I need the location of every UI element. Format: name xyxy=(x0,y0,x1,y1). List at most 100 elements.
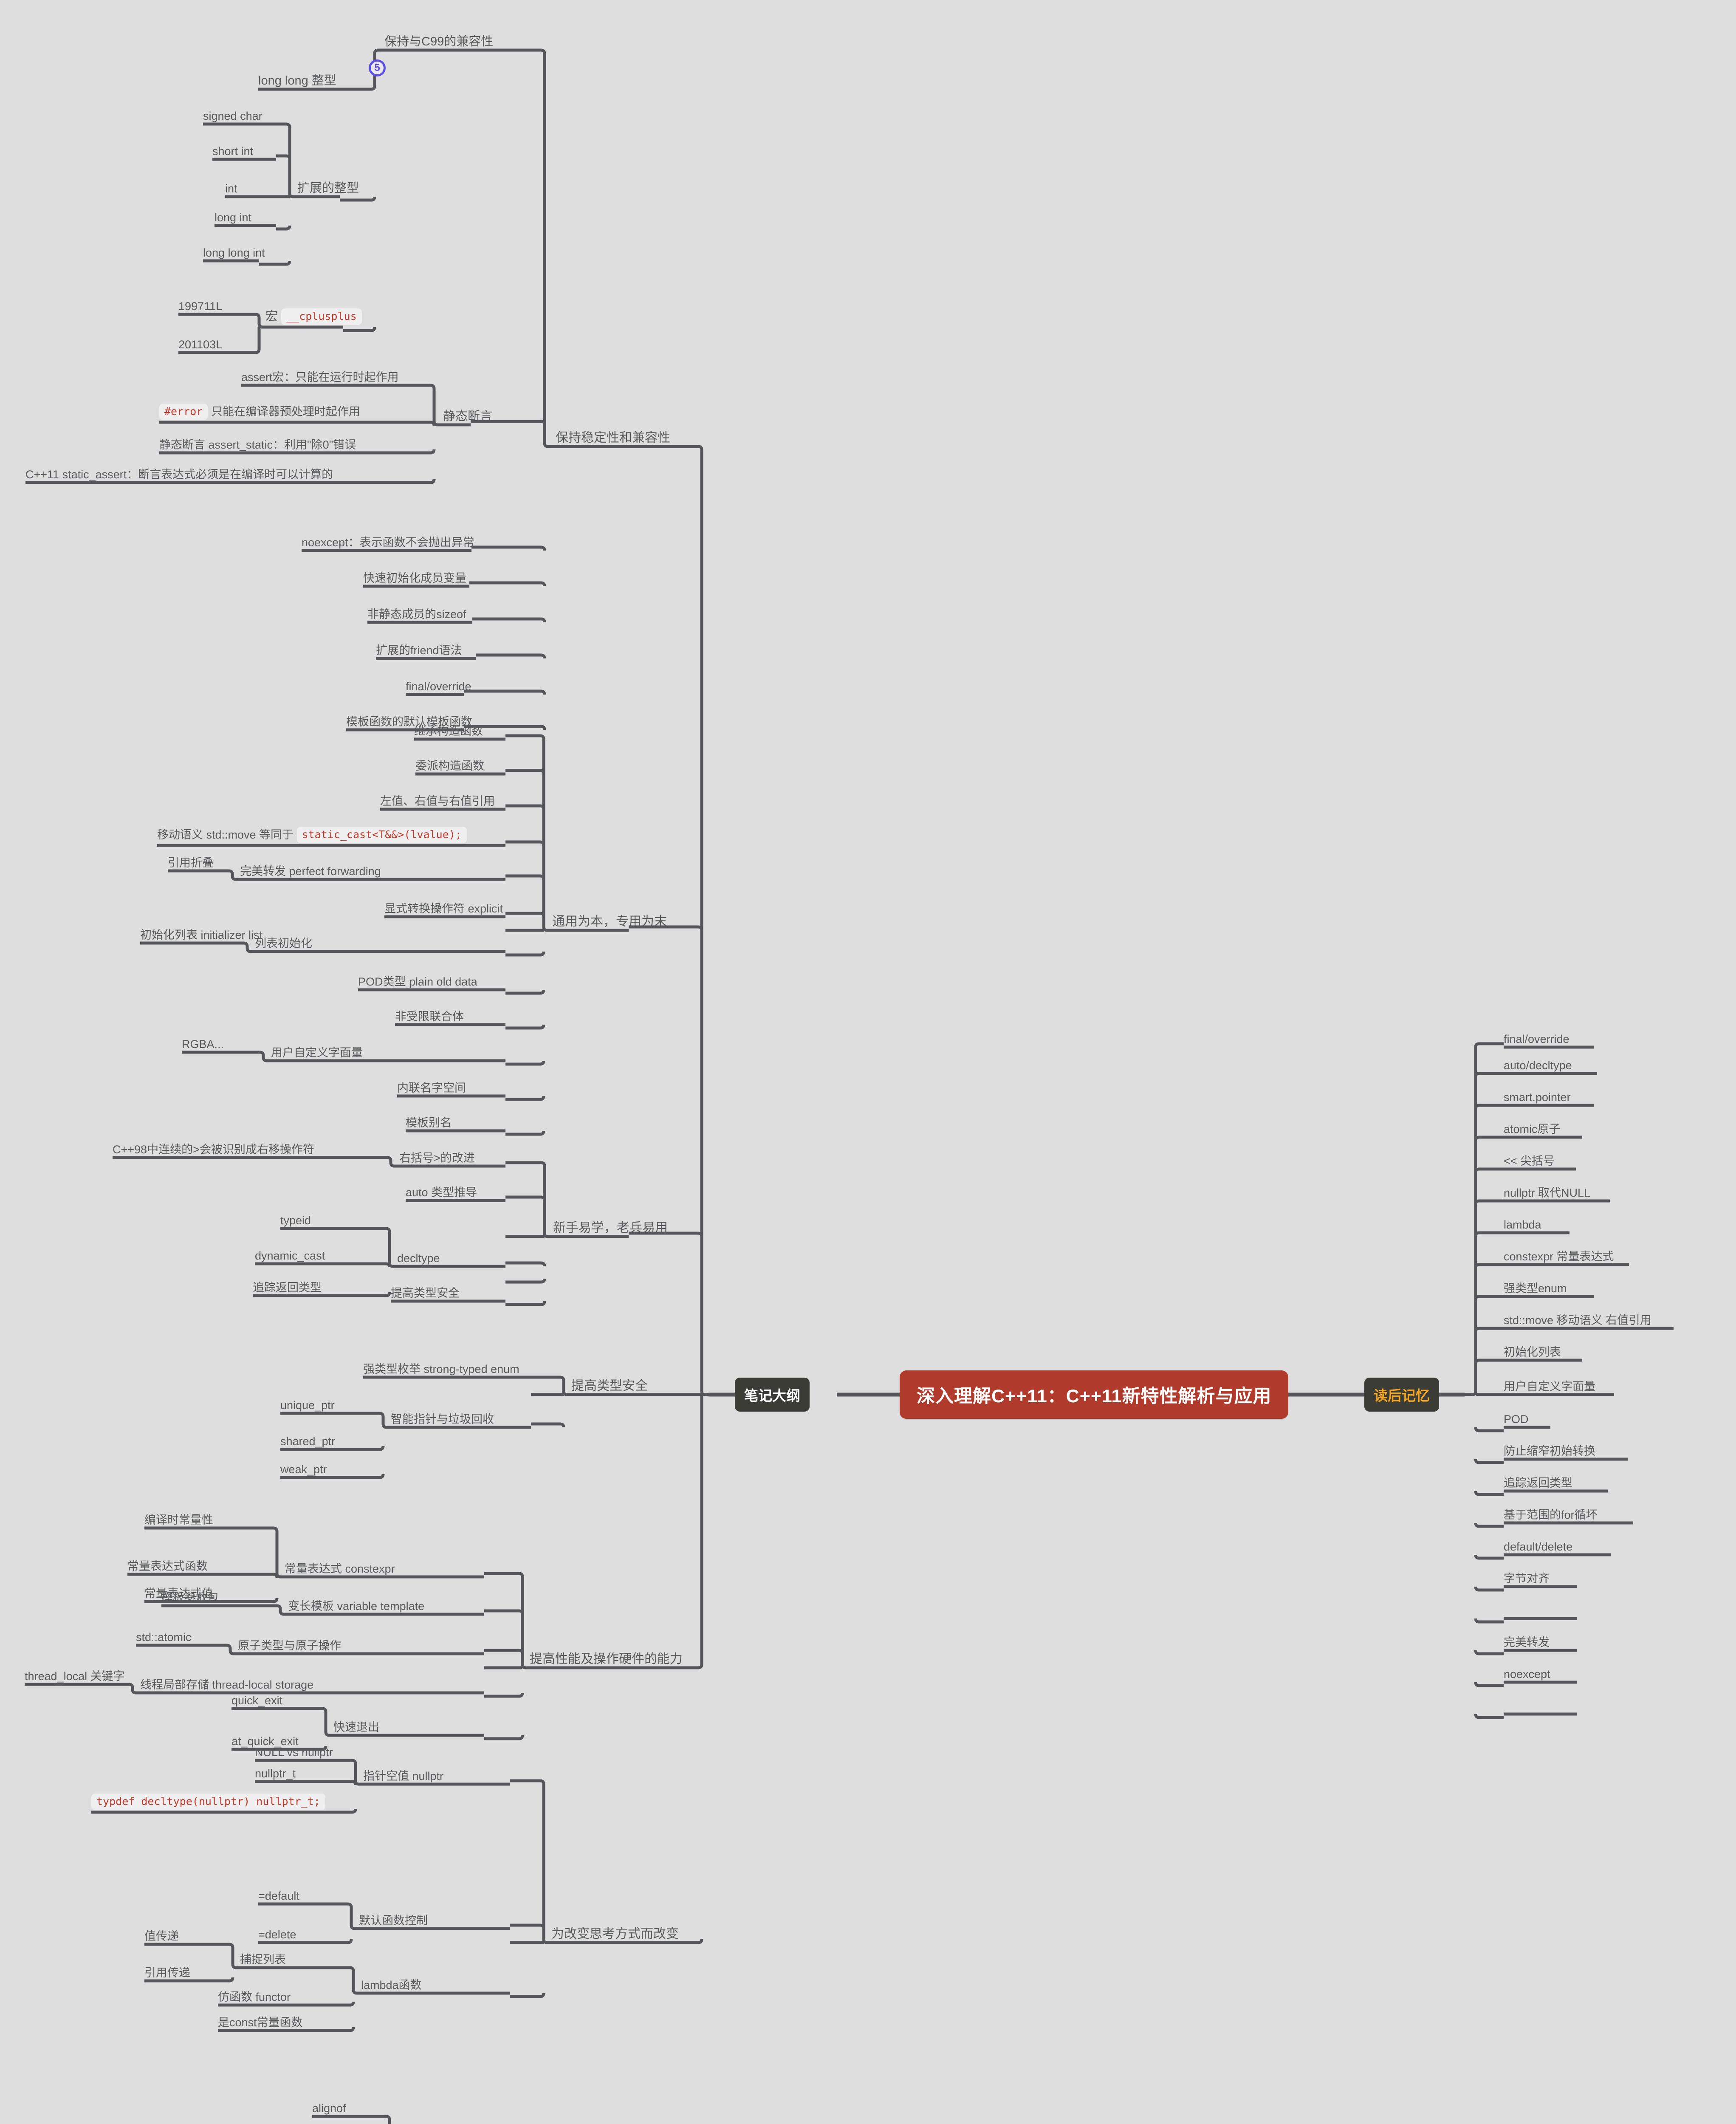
right-item-byte-alignment[interactable]: 字节对齐 xyxy=(1504,1572,1550,1585)
node-short-int[interactable]: short int xyxy=(212,145,254,158)
node-pass-by-value[interactable]: 值传递 xyxy=(144,1930,179,1943)
node-atomic-types[interactable]: 原子类型与原子操作 xyxy=(238,1639,341,1652)
right-item-angle-bracket[interactable]: << 尖括号 xyxy=(1504,1155,1555,1167)
node-reference-collapsing[interactable]: 引用折叠 xyxy=(168,856,214,869)
node-nullptr-t[interactable]: nullptr_t xyxy=(255,1767,296,1780)
node-capture-list[interactable]: 捕捉列表 xyxy=(240,1953,286,1966)
right-item-default-delete[interactable]: default/delete xyxy=(1504,1540,1573,1553)
node-list-initialization[interactable]: 列表初始化 xyxy=(255,937,312,950)
node-long-long-int-type[interactable]: long long int xyxy=(203,246,265,259)
chip-note-outline[interactable]: 笔记大纲 xyxy=(735,1378,810,1412)
node-at-quick-exit[interactable]: at_quick_exit xyxy=(231,1735,299,1748)
node-inline-namespace[interactable]: 内联名字空间 xyxy=(397,1082,466,1094)
node-perfect-forwarding[interactable]: 完美转发 perfect forwarding xyxy=(240,865,381,878)
node-strong-typed-enum[interactable]: 强类型枚举 strong-typed enum xyxy=(363,1363,519,1376)
branch-label-stability[interactable]: 保持稳定性和兼容性 xyxy=(556,431,670,445)
node-is-const-function[interactable]: 是const常量函数 xyxy=(218,2016,303,2029)
node-angle-bracket-improve[interactable]: 右括号>的改进 xyxy=(399,1152,475,1164)
chip-post-reading-memory[interactable]: 读后记忆 xyxy=(1364,1378,1439,1412)
node-inherit-ctor[interactable]: 继承构造函数 xyxy=(414,725,483,737)
node-equals-default[interactable]: =default xyxy=(258,1890,299,1902)
node-std-atomic[interactable]: std::atomic xyxy=(136,1631,192,1644)
right-item-nullptr[interactable]: nullptr 取代NULL xyxy=(1504,1186,1591,1199)
node-initializer-list[interactable]: 初始化列表 initializer list xyxy=(140,929,263,941)
right-item-smart-pointer[interactable]: smart.pointer xyxy=(1504,1091,1571,1104)
node-c99-compat[interactable]: 保持与C99的兼容性 xyxy=(384,35,494,48)
right-item-pod[interactable]: POD xyxy=(1504,1413,1529,1426)
right-item-range-for[interactable]: 基于范围的for循坏 xyxy=(1504,1508,1598,1521)
node-lvalue-rvalue[interactable]: 左值、右值与右值引用 xyxy=(380,795,495,808)
node-unrestricted-union[interactable]: 非受限联合体 xyxy=(395,1010,464,1023)
node-trailing-return-type[interactable]: 追踪返回类型 xyxy=(253,1281,322,1294)
node-final-override[interactable]: final/override xyxy=(406,680,471,693)
node-cpp11-static-assert[interactable]: C++11 static_assert：断言表达式必须是在编译时可以计算的 xyxy=(25,468,333,481)
node-nonstatic-sizeof[interactable]: 非静态成员的sizeof xyxy=(367,608,466,621)
node-smart-pointer-gc[interactable]: 智能指针与垃圾回收 xyxy=(391,1413,494,1426)
node-201103L[interactable]: 201103L xyxy=(178,338,223,351)
node-dynamic-cast[interactable]: dynamic_cast xyxy=(255,1249,325,1262)
branch-label-general-first[interactable]: 通用为本，专用为末 xyxy=(552,915,667,929)
right-item-constexpr[interactable]: constexpr 常量表达式 xyxy=(1504,1250,1614,1263)
right-item-strong-enum[interactable]: 强类型enum xyxy=(1504,1282,1567,1295)
node-template-alias[interactable]: 模板别名 xyxy=(406,1116,452,1129)
node-delegate-ctor[interactable]: 委派构造函数 xyxy=(415,760,484,772)
right-item-noexcept[interactable]: noexcept xyxy=(1504,1668,1550,1681)
right-item-final-override[interactable]: final/override xyxy=(1504,1033,1569,1045)
node-quick-exit-group[interactable]: 快速退出 xyxy=(333,1721,379,1734)
right-item-narrowing[interactable]: 防止缩窄初始转换 xyxy=(1504,1445,1595,1457)
node-thread-local-storage[interactable]: 线程局部存储 thread-local storage xyxy=(140,1678,314,1691)
node-default-template-func[interactable]: 模板函数的默认模板函数 xyxy=(346,715,472,728)
node-constexpr[interactable]: 常量表达式 constexpr xyxy=(285,1562,395,1575)
node-typeid[interactable]: typeid xyxy=(280,1214,311,1227)
node-user-defined-literal[interactable]: 用户自定义字面量 xyxy=(271,1046,363,1059)
node-pod-type[interactable]: POD类型 plain old data xyxy=(358,975,477,988)
node-unique-ptr[interactable]: unique_ptr xyxy=(280,1399,335,1412)
node-explicit-conversion[interactable]: 显式转换操作符 explicit xyxy=(384,902,503,915)
node-alignof[interactable]: alignof xyxy=(312,2102,346,2115)
node-int[interactable]: int xyxy=(225,182,237,195)
node-compile-time-const[interactable]: 编译时常量性 xyxy=(144,1514,213,1526)
branch-label-easy-learn[interactable]: 新手易学，老兵易用 xyxy=(553,1221,668,1235)
node-pass-by-reference[interactable]: 引用传递 xyxy=(144,1966,190,1979)
right-item-perfect-forwarding[interactable]: 完美转发 xyxy=(1504,1636,1550,1649)
node-variadic-template[interactable]: 变长模板 variable template xyxy=(288,1600,425,1613)
node-equals-delete[interactable]: =delete xyxy=(258,1928,296,1941)
node-null-vs-nullptr[interactable]: NULL vs nullptr xyxy=(255,1746,333,1759)
node-static-assert-group[interactable]: 静态断言 xyxy=(443,410,493,423)
right-item-atomic[interactable]: atomic原子 xyxy=(1504,1123,1561,1135)
node-constexpr-value[interactable]: 常量表达式值 xyxy=(144,1587,213,1600)
node-fast-init-member[interactable]: 快速初始化成员变量 xyxy=(363,572,466,585)
right-item-trailing-return[interactable]: 追踪返回类型 xyxy=(1504,1477,1572,1489)
right-item-user-defined-literal[interactable]: 用户自定义字面量 xyxy=(1504,1380,1595,1393)
right-item-std-move[interactable]: std::move 移动语义 右值引用 xyxy=(1504,1314,1652,1327)
node-extended-friend[interactable]: 扩展的friend语法 xyxy=(376,644,462,657)
right-item-init-list[interactable]: 初始化列表 xyxy=(1504,1346,1561,1359)
right-item-lambda[interactable]: lambda xyxy=(1504,1218,1541,1231)
node-long-long-int[interactable]: long long 整型 xyxy=(258,74,336,88)
node-quick-exit[interactable]: quick_exit xyxy=(231,1694,283,1707)
node-signed-char[interactable]: signed char xyxy=(203,110,263,122)
node-template-parameter-pack[interactable]: 模板参数包 xyxy=(161,1591,219,1604)
node-auto-type-deduction[interactable]: auto 类型推导 xyxy=(406,1186,477,1199)
node-rgba[interactable]: RGBA... xyxy=(182,1038,224,1051)
node-extended-integer[interactable]: 扩展的整型 xyxy=(297,181,359,195)
node-199711L[interactable]: 199711L xyxy=(178,300,223,313)
node-noexcept-desc[interactable]: noexcept：表示函数不会抛出异常 xyxy=(302,536,474,549)
node-weak-ptr[interactable]: weak_ptr xyxy=(280,1463,327,1476)
node-lambda-function[interactable]: lambda函数 xyxy=(361,1979,422,1991)
branch-label-change-thinking[interactable]: 为改变思考方式而改变 xyxy=(551,1927,679,1941)
node-macro-cplusplus[interactable]: 宏 __cplusplus xyxy=(265,308,362,327)
branch-label-performance[interactable]: 提高性能及操作硬件的能力 xyxy=(530,1652,683,1666)
node-error-directive[interactable]: #error 只能在编译器预处理时起作用 xyxy=(159,404,360,422)
node-assert-macro[interactable]: assert宏：只能在运行时起作用 xyxy=(241,371,399,384)
node-type-safety-sub[interactable]: 提高类型安全 xyxy=(391,1287,460,1299)
node-nullptr-group[interactable]: 指针空值 nullptr xyxy=(363,1770,444,1782)
node-thread-local-keyword[interactable]: thread_local 关键字 xyxy=(25,1670,125,1683)
node-shared-ptr[interactable]: shared_ptr xyxy=(280,1435,336,1448)
node-long-int[interactable]: long int xyxy=(215,211,252,224)
central-topic[interactable]: 深入理解C++11：C++11新特性解析与应用 xyxy=(900,1370,1289,1419)
right-item-auto-decltype[interactable]: auto/decltype xyxy=(1504,1059,1572,1072)
node-move-semantics[interactable]: 移动语义 std::move 等同于 static_cast<T&&>(lval… xyxy=(157,827,467,845)
node-default-function-control[interactable]: 默认函数控制 xyxy=(359,1914,428,1927)
branch-label-type-safety[interactable]: 提高类型安全 xyxy=(571,1379,648,1393)
